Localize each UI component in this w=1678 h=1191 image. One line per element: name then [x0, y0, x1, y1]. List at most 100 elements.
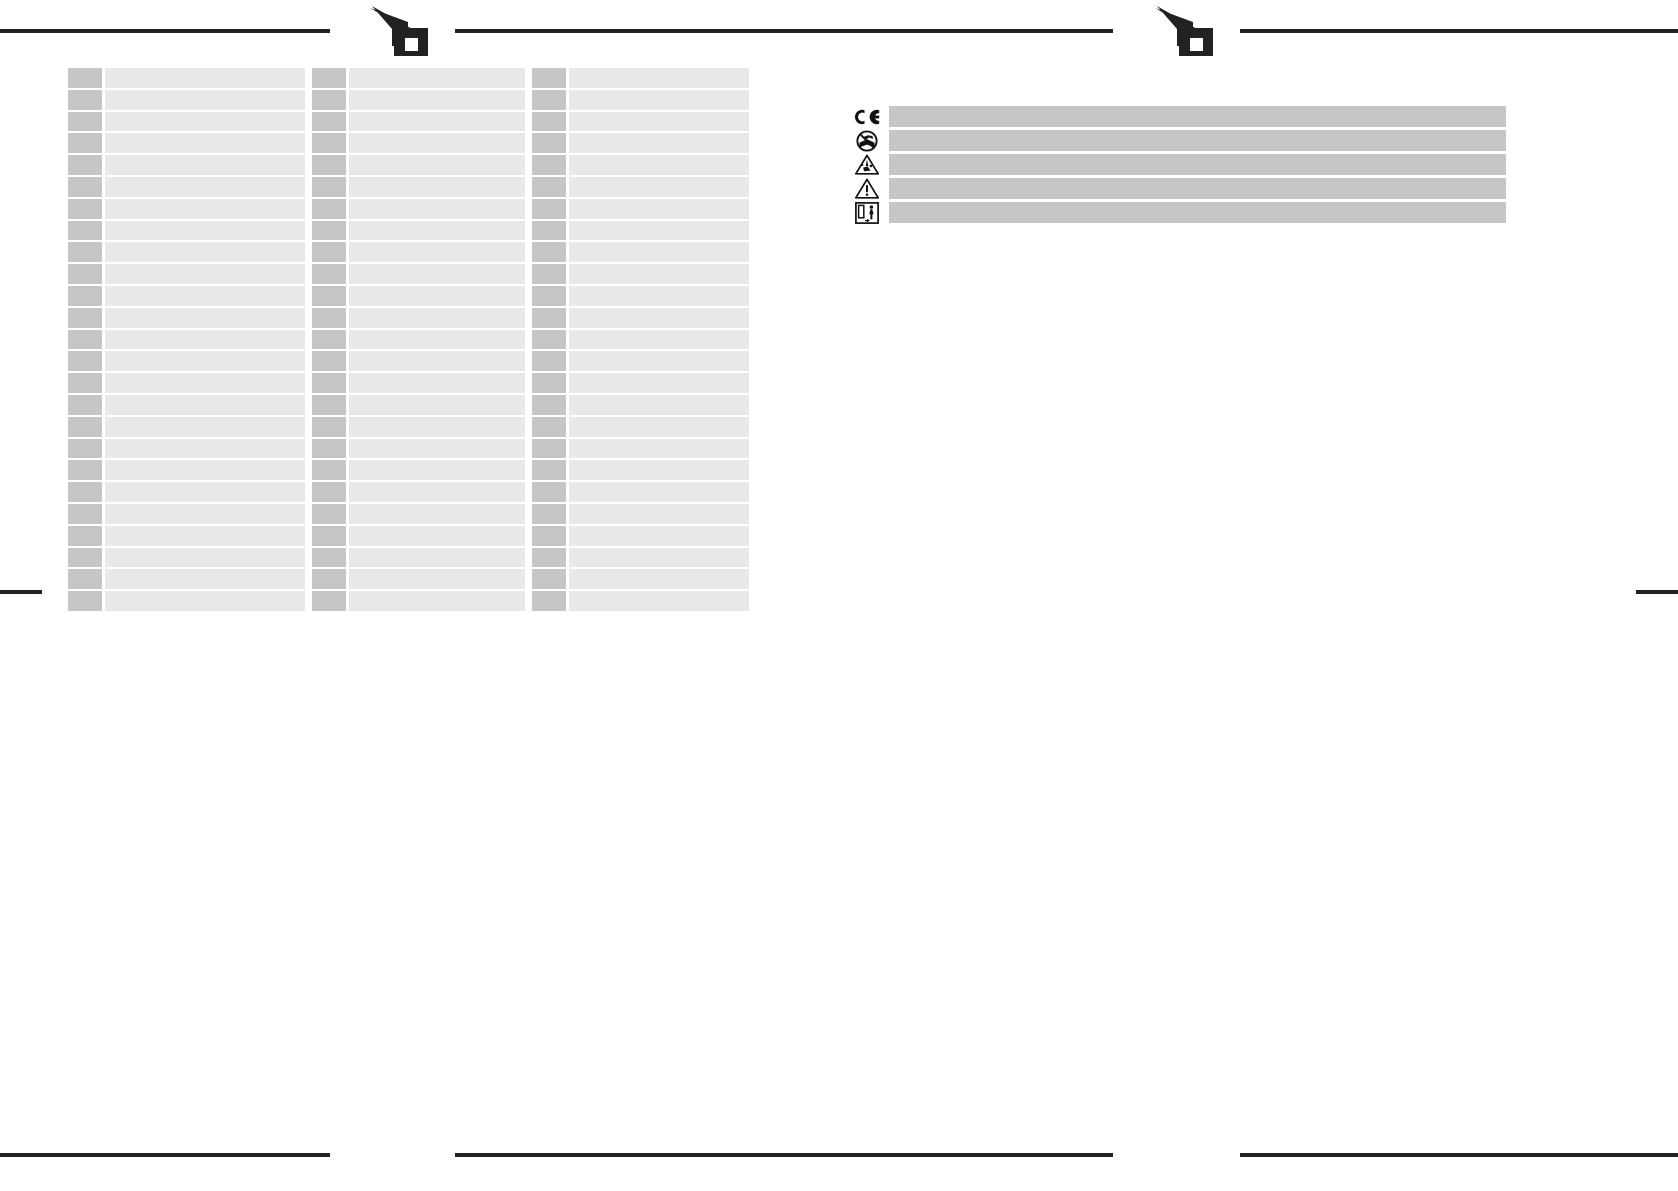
table-cell-group	[312, 285, 525, 306]
table-cell-key	[312, 569, 346, 590]
table-cell-group	[532, 525, 749, 546]
crop-mark-right-middle	[1636, 590, 1678, 594]
table-cell-value	[105, 525, 305, 546]
table-cell-value	[569, 68, 749, 88]
table-cell-group	[68, 373, 305, 393]
table-cell-key	[68, 329, 102, 350]
table-cell-value	[569, 416, 749, 437]
table-cell-key	[68, 285, 102, 306]
table-cell-key	[312, 591, 346, 611]
table-cell-value	[569, 198, 749, 219]
table-cell-group	[312, 416, 525, 437]
header-rule-middle	[455, 29, 1113, 33]
table-cell-group	[68, 525, 305, 546]
table-cell-value	[569, 155, 749, 175]
table-cell-group	[532, 482, 749, 502]
table-cell-group	[68, 176, 305, 197]
table-cell-group	[532, 569, 749, 590]
table-cell-value	[349, 525, 525, 546]
table-cell-value	[569, 438, 749, 459]
table-cell-key	[532, 111, 566, 132]
table-cell-key	[312, 416, 346, 437]
table-cell-key	[532, 547, 566, 568]
table-cell-key	[532, 373, 566, 393]
table-cell-group	[68, 198, 305, 219]
table-cell-key	[68, 591, 102, 611]
table-cell-group	[312, 503, 525, 524]
table-cell-key	[312, 460, 346, 481]
table-cell-group	[532, 416, 749, 437]
table-cell-key	[312, 525, 346, 546]
table-cell-value	[569, 591, 749, 611]
table-cell-value	[349, 89, 525, 110]
table-cell-group	[532, 111, 749, 132]
table-cell-value	[105, 307, 305, 328]
table-cell-group	[312, 220, 525, 241]
table-row	[68, 89, 749, 110]
table-cell-value	[349, 373, 525, 393]
table-cell-group	[532, 373, 749, 393]
table-row	[68, 68, 749, 88]
table-cell-value	[105, 89, 305, 110]
table-row	[68, 591, 749, 611]
table-cell-key	[312, 285, 346, 306]
table-cell-value	[349, 242, 525, 263]
table-cell-key	[532, 416, 566, 437]
table-cell-key	[312, 176, 346, 197]
table-cell-key	[68, 460, 102, 481]
legend-description	[889, 202, 1506, 223]
table-cell-key	[68, 503, 102, 524]
table-cell-group	[312, 351, 525, 372]
table-cell-key	[68, 198, 102, 219]
table-cell-value	[569, 307, 749, 328]
table-cell-key	[68, 416, 102, 437]
table-cell-key	[532, 242, 566, 263]
table-cell-value	[349, 394, 525, 415]
table-cell-group	[68, 68, 305, 88]
table-cell-group	[532, 89, 749, 110]
header-rule-left	[0, 29, 330, 33]
table-cell-key	[312, 351, 346, 372]
table-cell-key	[68, 89, 102, 110]
table-cell-group	[312, 307, 525, 328]
table-cell-key	[532, 591, 566, 611]
table-cell-group	[312, 133, 525, 154]
table-cell-value	[569, 394, 749, 415]
table-cell-group	[68, 569, 305, 590]
table-cell-group	[532, 329, 749, 350]
table-cell-key	[312, 111, 346, 132]
table-cell-value	[569, 220, 749, 241]
table-cell-key	[532, 155, 566, 175]
table-cell-value	[349, 133, 525, 154]
table-cell-group	[312, 547, 525, 568]
table-cell-value	[349, 111, 525, 132]
table-cell-value	[349, 351, 525, 372]
table-cell-group	[532, 394, 749, 415]
table-cell-value	[105, 373, 305, 393]
table-cell-key	[312, 307, 346, 328]
angled-bracket-logo-icon	[368, 2, 438, 58]
crop-mark-left-middle	[0, 590, 42, 594]
table-row	[68, 198, 749, 219]
table-cell-value	[349, 503, 525, 524]
table-cell-value	[569, 264, 749, 284]
table-cell-key	[68, 394, 102, 415]
table-cell-key	[532, 220, 566, 241]
table-cell-value	[105, 416, 305, 437]
table-cell-key	[68, 68, 102, 88]
table-cell-group	[68, 329, 305, 350]
footer-rule-right	[1240, 1153, 1678, 1157]
table-cell-key	[532, 307, 566, 328]
table-row	[68, 176, 749, 197]
table-cell-key	[532, 89, 566, 110]
table-cell-key	[532, 285, 566, 306]
table-row	[68, 242, 749, 263]
header-rule-right	[1240, 29, 1678, 33]
table-cell-value	[105, 198, 305, 219]
table-cell-value	[569, 351, 749, 372]
table-cell-value	[105, 438, 305, 459]
table-cell-key	[532, 482, 566, 502]
table-cell-group	[532, 133, 749, 154]
table-cell-value	[569, 482, 749, 502]
